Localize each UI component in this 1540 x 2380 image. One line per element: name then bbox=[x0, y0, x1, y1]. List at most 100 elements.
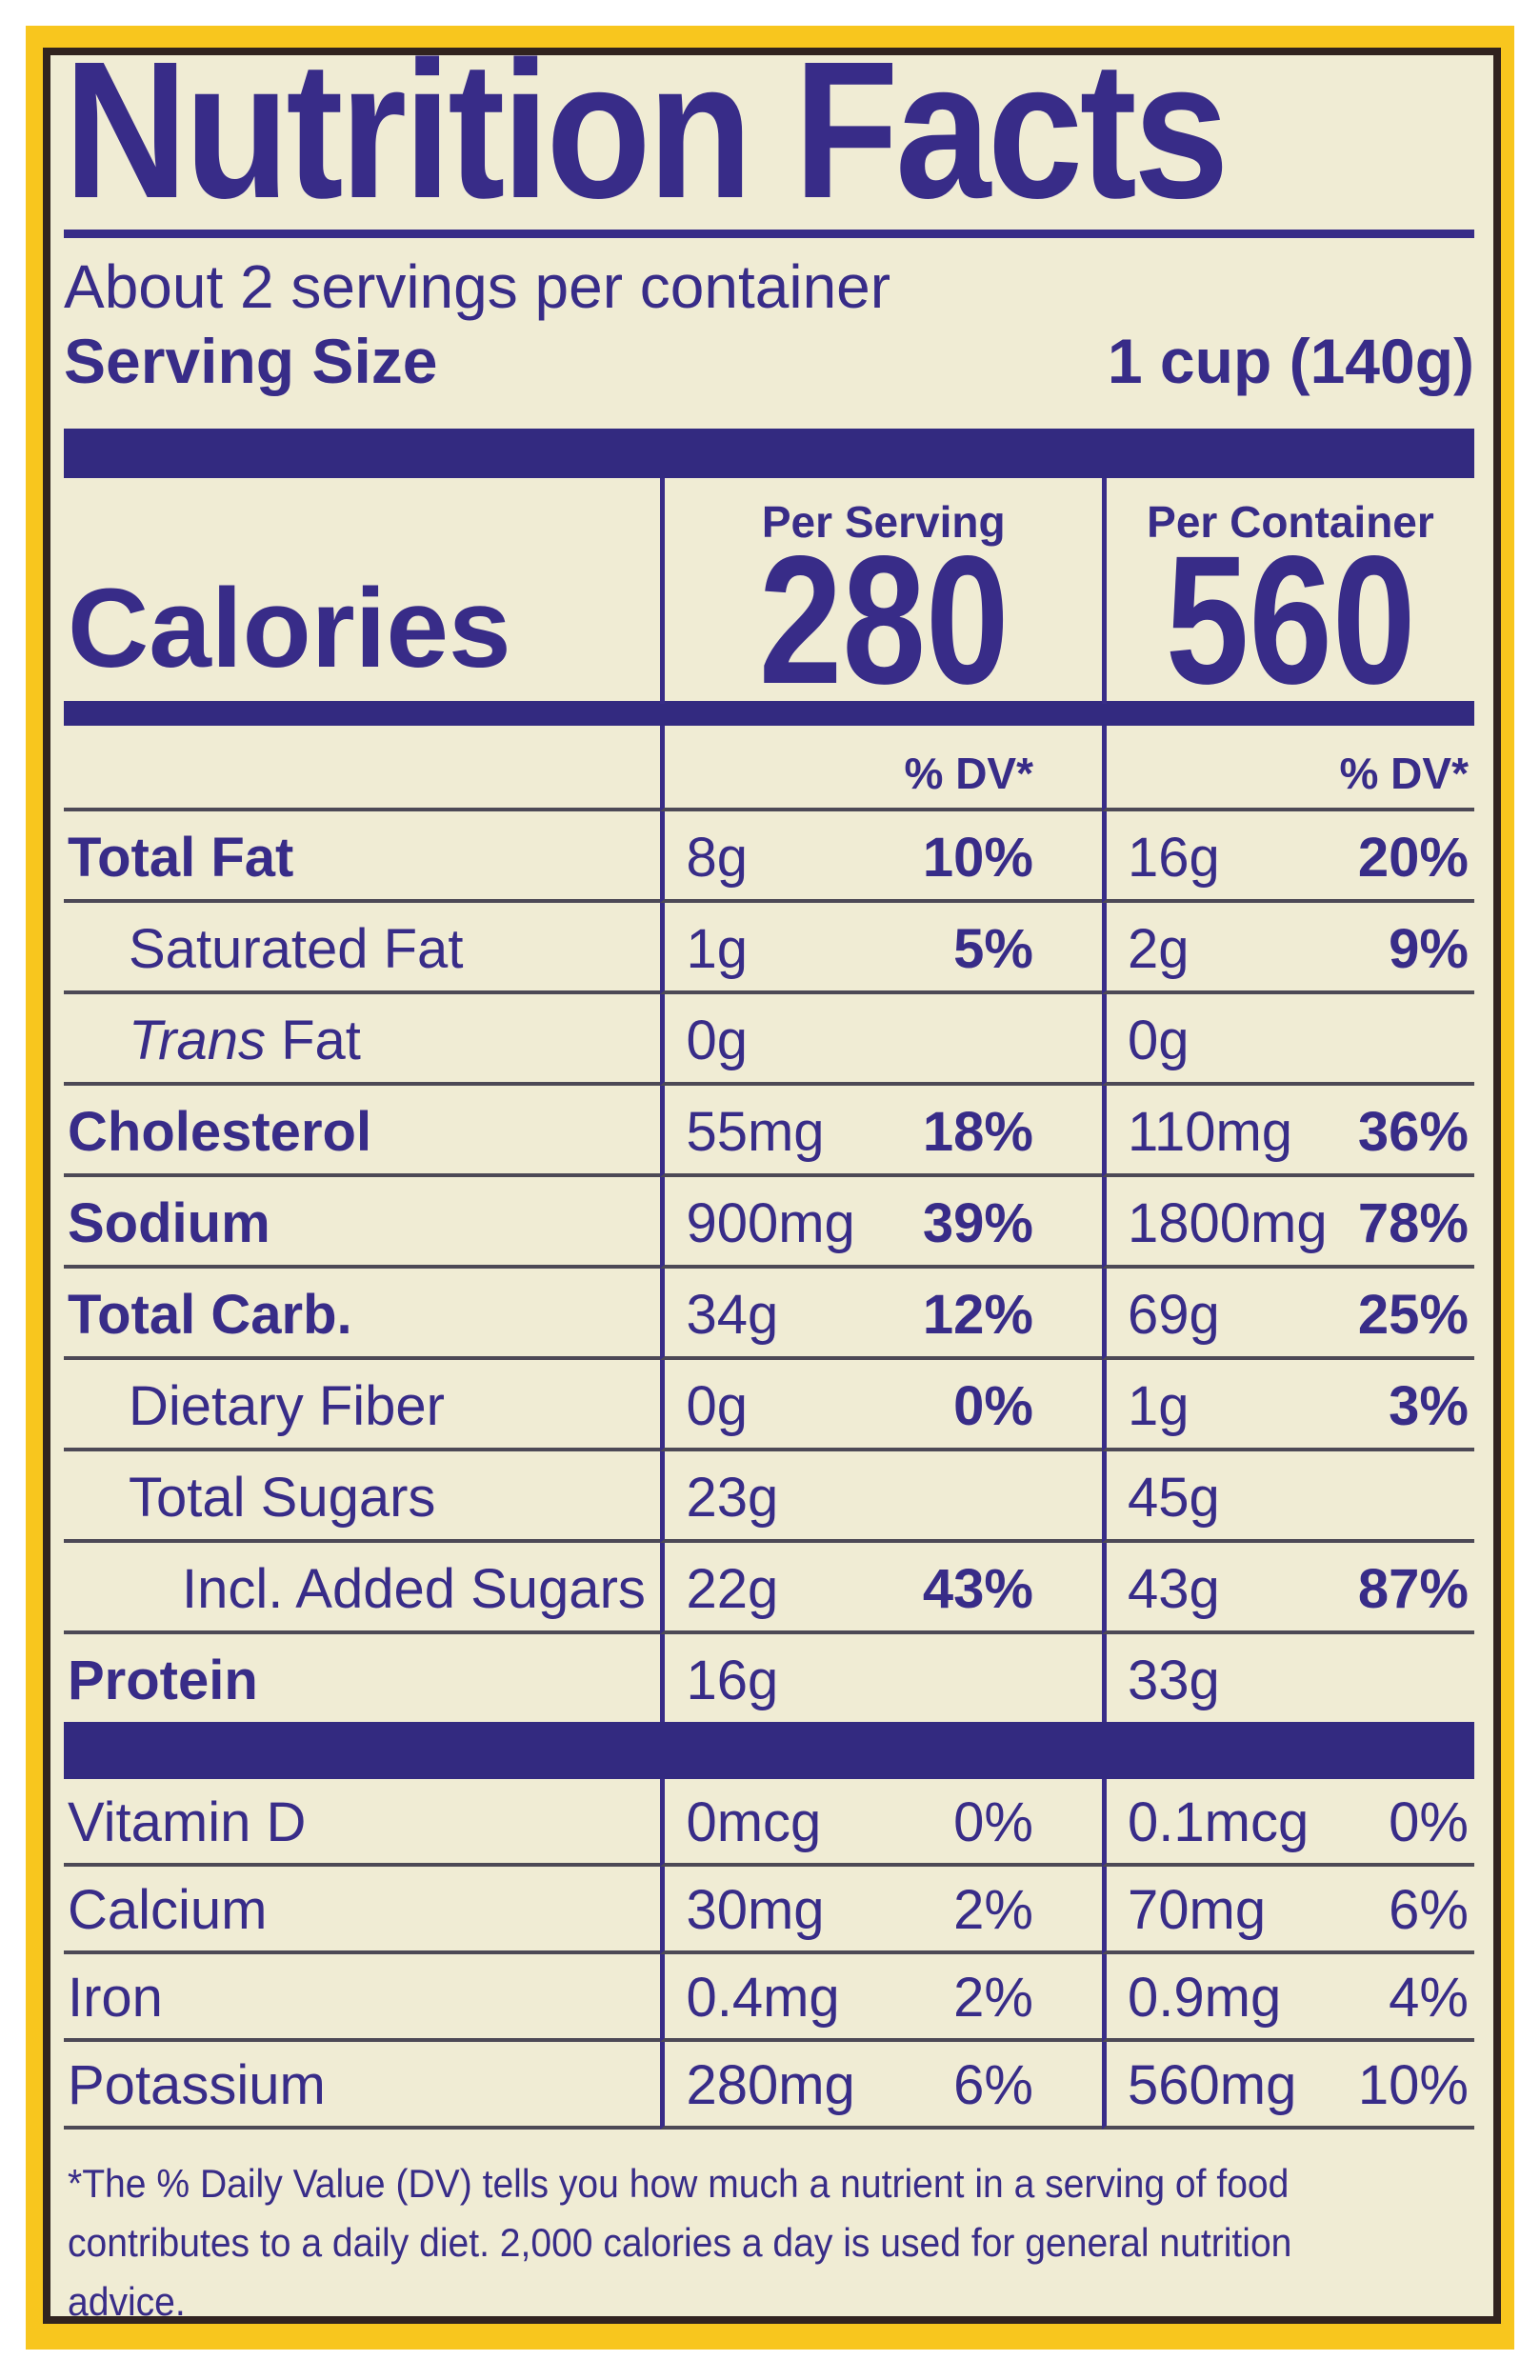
per-container-amount: 0.9mg bbox=[1128, 1967, 1282, 2029]
nutrition-label: Nutrition Facts About 2 servings per con… bbox=[43, 48, 1501, 2324]
per-serving-cell: 22g 43% bbox=[660, 1543, 1102, 1634]
nutrient-name: Iron bbox=[64, 1954, 661, 2042]
per-container-amount: 2g bbox=[1128, 918, 1190, 980]
dv-header-spacer bbox=[64, 726, 661, 811]
per-serving-cell: 30mg 2% bbox=[660, 1867, 1102, 1954]
per-serving-amount: 55mg bbox=[686, 1101, 825, 1163]
per-container-cell: 1800mg 78% bbox=[1102, 1177, 1474, 1269]
nutrient-name: Dietary Fiber bbox=[64, 1360, 661, 1451]
nutrient-row: Calcium 30mg 2% 70mg 6% bbox=[64, 1867, 1474, 1954]
dv-header-serving: % DV* bbox=[660, 726, 1102, 811]
per-container-cell: 560mg 10% bbox=[1102, 2042, 1474, 2130]
calories-per-serving-cell: Per Serving 280 bbox=[660, 478, 1102, 711]
per-container-dv: 25% bbox=[1357, 1284, 1469, 1346]
nutrient-name: Total Carb. bbox=[64, 1269, 661, 1360]
calories-per-container-cell: Per Container 560 bbox=[1102, 478, 1474, 722]
per-serving-dv: 2% bbox=[953, 1967, 1033, 2029]
nutrient-name: Saturated Fat bbox=[64, 903, 661, 994]
per-serving-cell: 900mg 39% bbox=[660, 1177, 1102, 1269]
per-serving-amount: 34g bbox=[686, 1284, 779, 1346]
per-serving-amount: 1g bbox=[686, 918, 748, 980]
per-container-dv: 9% bbox=[1389, 918, 1469, 980]
per-container-cell: 43g 87% bbox=[1102, 1543, 1474, 1634]
per-container-cell: 1g 3% bbox=[1102, 1360, 1474, 1451]
per-container-cell: 0g bbox=[1102, 994, 1474, 1086]
footnote-line-2: contributes to a daily diet. 2,000 calor… bbox=[68, 2220, 1292, 2265]
per-serving-amount: 8g bbox=[686, 827, 748, 889]
calories-section: Calories Per Serving 280 Per Container 5… bbox=[64, 478, 1474, 722]
per-container-dv: 3% bbox=[1389, 1375, 1469, 1437]
per-serving-cell: 0g bbox=[660, 994, 1102, 1086]
section-bar-micronutrients bbox=[64, 1722, 1474, 1779]
per-container-cell: 69g 25% bbox=[1102, 1269, 1474, 1360]
per-container-dv: 87% bbox=[1357, 1558, 1469, 1620]
per-serving-amount: 0mcg bbox=[686, 1791, 822, 1853]
per-container-cell: 110mg 36% bbox=[1102, 1086, 1474, 1177]
per-serving-amount: 22g bbox=[686, 1558, 779, 1620]
nutrient-row: Cholesterol 55mg 18% 110mg 36% bbox=[64, 1086, 1474, 1177]
per-serving-dv: 6% bbox=[953, 2054, 1033, 2116]
per-serving-dv: 39% bbox=[922, 1192, 1033, 1254]
per-container-dv: 4% bbox=[1389, 1967, 1469, 2029]
per-serving-dv: 12% bbox=[922, 1284, 1033, 1346]
nutrient-name: Total Sugars bbox=[64, 1451, 661, 1543]
per-container-cell: 45g bbox=[1102, 1451, 1474, 1543]
per-serving-cell: 55mg 18% bbox=[660, 1086, 1102, 1177]
per-serving-cell: 0mcg 0% bbox=[660, 1779, 1102, 1867]
per-container-dv: 6% bbox=[1389, 1879, 1469, 1941]
per-container-cell: 0.1mcg 0% bbox=[1102, 1779, 1474, 1867]
per-serving-header: Per Serving bbox=[761, 497, 1006, 547]
serving-size-value: 1 cup (140g) bbox=[1107, 326, 1474, 396]
section-bar-top bbox=[64, 429, 1474, 478]
nutrient-name: Protein bbox=[68, 1650, 258, 1711]
per-serving-dv: 2% bbox=[953, 1879, 1033, 1941]
per-serving-amount: 23g bbox=[686, 1467, 779, 1529]
per-container-header: Per Container bbox=[1147, 497, 1434, 547]
nutrient-row: Dietary Fiber 0g 0% 1g 3% bbox=[64, 1360, 1474, 1451]
calories-label: Calories bbox=[68, 566, 511, 692]
per-serving-cell: 16g bbox=[660, 1634, 1102, 1722]
per-serving-dv: 0% bbox=[953, 1375, 1033, 1437]
per-serving-amount: 30mg bbox=[686, 1879, 825, 1941]
nutrient-name: Potassium bbox=[64, 2042, 661, 2130]
per-container-amount: 43g bbox=[1128, 1558, 1220, 1620]
nutrient-name: Total Fat bbox=[64, 811, 661, 903]
per-container-amount: 45g bbox=[1128, 1467, 1220, 1529]
per-serving-dv: 5% bbox=[953, 918, 1033, 980]
nutrient-row: Potassium 280mg 6% 560mg 10% bbox=[64, 2042, 1474, 2130]
nutrient-name: Vitamin D bbox=[64, 1779, 661, 1867]
nutrient-row: Incl. Added Sugars 22g 43% 43g 87% bbox=[64, 1543, 1474, 1634]
per-container-cell: 70mg 6% bbox=[1102, 1867, 1474, 1954]
per-serving-cell: 280mg 6% bbox=[660, 2042, 1102, 2130]
per-container-amount: 33g bbox=[1128, 1650, 1220, 1711]
per-container-cell: 2g 9% bbox=[1102, 903, 1474, 994]
per-serving-cell: 23g bbox=[660, 1451, 1102, 1543]
per-serving-cell: 34g 12% bbox=[660, 1269, 1102, 1360]
servings-per-container: About 2 servings per container bbox=[64, 252, 891, 321]
per-container-amount: 69g bbox=[1128, 1284, 1220, 1346]
calories-per-container-value: 560 bbox=[1165, 517, 1416, 722]
nutrient-row: Sodium 900mg 39% 1800mg 78% bbox=[64, 1177, 1474, 1269]
nutrient-name: Incl. Added Sugars bbox=[64, 1543, 661, 1634]
dv-header-container: % DV* bbox=[1102, 726, 1474, 811]
per-serving-cell: 0.4mg 2% bbox=[660, 1954, 1102, 2042]
per-container-dv: 10% bbox=[1357, 2054, 1469, 2116]
nutrition-facts-title: Nutrition Facts bbox=[64, 48, 1230, 239]
per-serving-amount: 0g bbox=[686, 1010, 748, 1071]
per-container-amount: 70mg bbox=[1128, 1879, 1267, 1941]
serving-size-label: Serving Size bbox=[64, 326, 438, 396]
nutrient-name: Sodium bbox=[64, 1177, 661, 1269]
per-container-cell: 33g bbox=[1102, 1634, 1474, 1722]
per-serving-dv: 10% bbox=[922, 827, 1033, 889]
footnote-line-3: advice. bbox=[68, 2279, 186, 2324]
per-serving-amount: 16g bbox=[686, 1650, 779, 1711]
per-serving-dv: 0% bbox=[953, 1791, 1033, 1853]
title-divider bbox=[64, 230, 1474, 238]
per-serving-amount: 0g bbox=[686, 1375, 748, 1437]
dv-footnote: *The % Daily Value (DV) tells you how mu… bbox=[64, 2154, 1474, 2324]
per-container-dv: 36% bbox=[1357, 1101, 1469, 1163]
nutrient-row: Protein 16g 33g bbox=[64, 1634, 1474, 1722]
per-container-dv: 20% bbox=[1357, 827, 1469, 889]
nutrient-name: Trans Fat bbox=[64, 994, 661, 1086]
